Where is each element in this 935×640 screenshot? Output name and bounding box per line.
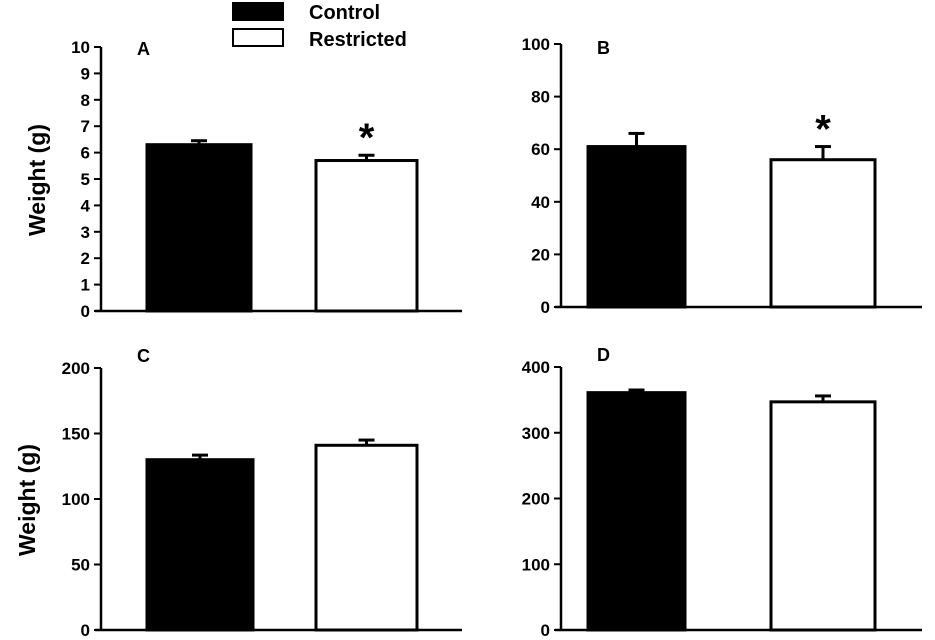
panel-c-bar-restricted: [314, 443, 419, 632]
legend-label-restricted: Restricted: [309, 29, 407, 51]
panel-d-bar-control: [586, 391, 687, 632]
panel-a-y-tick-label: 5: [81, 170, 90, 189]
legend-swatch-control: [232, 2, 284, 21]
panel-b-significance-marker: *: [815, 108, 831, 152]
panel-a-y-tick-label: 4: [81, 196, 91, 215]
panel-a-y-tick-label: 0: [81, 302, 90, 321]
panel-a-y-axis-label: Weight (g): [24, 124, 50, 236]
panel-b-bar-restricted: [769, 158, 877, 309]
panel-c: 0 50 100 150 200 C Weight (g): [14, 346, 462, 640]
panel-a-y-tick-label: 1: [81, 276, 90, 295]
panel-d: 0 100 200 300 400 D: [522, 345, 922, 640]
panel-b-y-tick-label: 0: [541, 298, 550, 317]
panel-a-bar-restricted: [314, 159, 419, 313]
panel-b-y-tick-label: 60: [531, 140, 550, 159]
legend-swatch-restricted: [232, 28, 284, 47]
panel-b-y-tick-label: 20: [531, 245, 550, 264]
panel-a-y-tick-label: 8: [81, 91, 90, 110]
panel-d-y-tick-label: 100: [522, 555, 550, 574]
panel-b-letter: B: [597, 38, 610, 58]
panel-c-y-axis-label: Weight (g): [14, 444, 40, 556]
panel-c-y-tick-label: 100: [62, 490, 90, 509]
panel-b: 0 20 40 60 80 100 B *: [522, 35, 922, 317]
panel-c-bar-control: [145, 458, 255, 632]
panel-d-y-tick-label: 0: [541, 621, 550, 640]
panel-a-y-tick-label: 2: [81, 249, 90, 268]
panel-a-y-tick-label: 10: [71, 38, 90, 57]
panel-a-y-tick-label: 6: [81, 144, 90, 163]
panel-a-y-tick-label: 9: [81, 64, 90, 83]
panel-b-y-tick-label: 80: [531, 88, 550, 107]
panel-a-significance-marker: *: [359, 116, 375, 160]
panel-a-y-tick-label: 7: [81, 117, 90, 136]
panel-a: 0 1 2 3 4 5 6 7 8 9 10 A Weight (g) *: [24, 38, 462, 321]
panel-d-y-tick-label: 400: [522, 358, 550, 377]
panel-c-y-tick-label: 50: [71, 556, 90, 575]
panel-c-y-tick-label: 150: [62, 425, 90, 444]
panel-c-letter: C: [137, 346, 150, 366]
legend: Control Restricted: [232, 2, 407, 51]
panel-d-y-tick-label: 200: [522, 490, 550, 509]
panel-a-letter: A: [137, 39, 150, 59]
panel-b-y-tick-label: 40: [531, 193, 550, 212]
panel-a-bar-control: [145, 143, 253, 313]
legend-label-control: Control: [309, 2, 380, 24]
panel-d-letter: D: [597, 345, 610, 365]
panel-b-y-tick-label: 100: [522, 35, 550, 54]
panel-c-y-tick-label: 200: [62, 359, 90, 378]
panel-d-bar-restricted: [769, 400, 877, 632]
panel-b-bar-control: [586, 145, 687, 309]
panel-c-y-tick-label: 0: [81, 621, 90, 640]
panel-a-y-tick-label: 3: [81, 223, 90, 242]
panel-d-y-tick-label: 300: [522, 424, 550, 443]
